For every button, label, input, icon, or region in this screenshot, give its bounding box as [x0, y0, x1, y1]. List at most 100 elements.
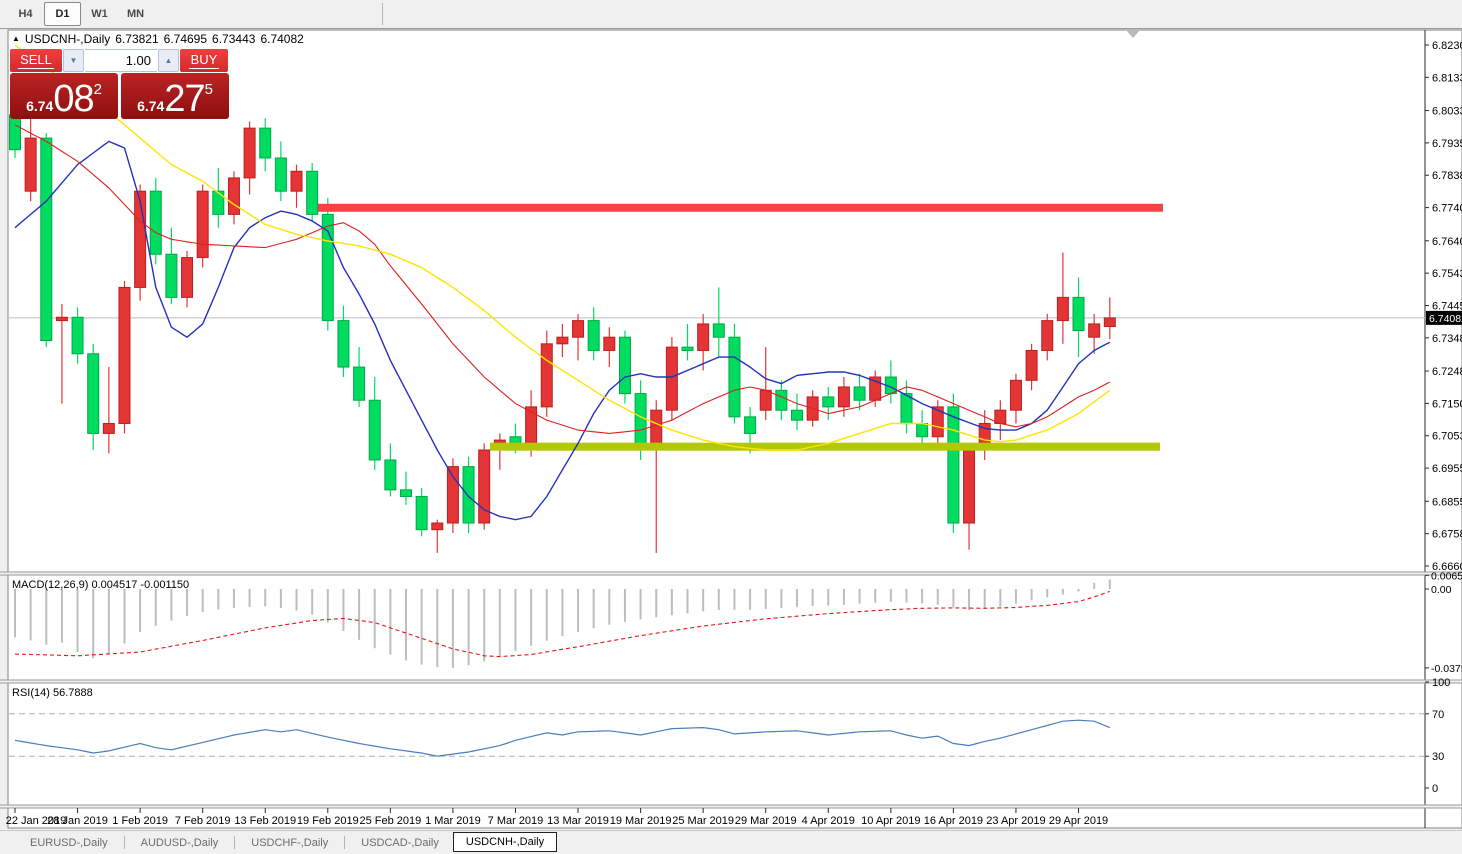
tab-separator: [234, 836, 236, 849]
sell-price-button[interactable]: 6.74 08 2: [10, 73, 118, 119]
svg-text:70: 70: [1432, 709, 1444, 721]
svg-text:1 Feb 2019: 1 Feb 2019: [112, 815, 168, 827]
timeframe-button-w1[interactable]: W1: [91, 8, 108, 20]
svg-text:6.69555: 6.69555: [1432, 463, 1462, 475]
chart-tab-usdchf[interactable]: USDCHF-,Daily: [251, 836, 329, 849]
ohlc-high: 6.74695: [163, 32, 208, 46]
svg-text:6.77405: 6.77405: [1432, 203, 1462, 215]
spin-down-icon: ▼: [69, 56, 78, 65]
chart-background: [8, 30, 1462, 828]
support-line[interactable]: [490, 442, 1160, 451]
current-price-badge: 6.74082: [1426, 310, 1462, 325]
svg-text:6.67580: 6.67580: [1432, 529, 1462, 541]
svg-text:6.80330: 6.80330: [1432, 106, 1462, 118]
scroll-to-end-icon[interactable]: [1126, 30, 1140, 38]
buy-button[interactable]: BUY: [180, 49, 228, 72]
ohlc-open: 6.73821: [115, 32, 159, 46]
collapse-triangle-icon[interactable]: ▲: [12, 33, 20, 43]
svg-text:22 Jan 2019: 22 Jan 2019: [6, 815, 67, 827]
timeframe-button-d1[interactable]: D1: [44, 2, 81, 26]
chart-tab-audusd[interactable]: AUDUSD-,Daily: [140, 836, 219, 849]
buy-price-pip: 5: [204, 81, 213, 98]
timeframe-button-h4[interactable]: H4: [18, 8, 33, 20]
macd-pane[interactable]: [14, 579, 1111, 668]
svg-text:0.00: 0.00: [1431, 584, 1452, 596]
sell-button[interactable]: SELL: [10, 49, 62, 72]
svg-text:6.66605: 6.66605: [1432, 561, 1462, 573]
chart-symbol-period: USDCNH-,Daily: [24, 32, 111, 46]
resistance-line[interactable]: [318, 203, 1163, 212]
pane-divider[interactable]: [0, 680, 1462, 683]
chart-tab-bar: EURUSD-,Daily AUDUSD-,Daily USDCHF-,Daily U…: [0, 830, 1462, 854]
price-pane[interactable]: [9, 44, 1164, 553]
rsi-pane[interactable]: RSI(14) 56.7888: [9, 687, 1425, 757]
chart-canvas[interactable]: 6.82305 6.81330 6.80330 6.79355 6.78380 6.774…: [0, 29, 1462, 830]
one-click-trade-panel: SELL ▼ ▲ BUY 6.74 08 2 6.74 27 5: [10, 49, 229, 119]
macd-label: MACD(12,26,9) 0.004517 -0.001150: [12, 579, 189, 591]
svg-text:6.73480: 6.73480: [1432, 333, 1462, 345]
chart-tab-usdcnh[interactable]: USDCNH-,Daily: [452, 831, 558, 852]
svg-text:25 Mar 2019: 25 Mar 2019: [672, 815, 734, 827]
svg-text:23 Apr 2019: 23 Apr 2019: [986, 815, 1045, 827]
candles-layer: [9, 108, 1116, 553]
chart-tab-eurusd[interactable]: EURUSD-,Daily: [30, 836, 108, 849]
svg-text:7 Mar 2019: 7 Mar 2019: [488, 815, 544, 827]
sell-price-prefix: 6.74: [26, 98, 54, 114]
svg-text:10 Apr 2019: 10 Apr 2019: [861, 815, 920, 827]
chart-title: ▲ USDCNH-,Daily 6.73821 6.74695 6.73443 …: [12, 32, 304, 46]
rsi-line: [14, 719, 1111, 757]
svg-text:13 Feb 2019: 13 Feb 2019: [234, 815, 296, 827]
svg-text:0: 0: [1432, 783, 1438, 795]
chart-window: 6.82305 6.81330 6.80330 6.79355 6.78380 6.774…: [0, 29, 1462, 830]
svg-text:0.006522: 0.006522: [1431, 570, 1462, 582]
volume-decrease-button[interactable]: ▼: [63, 49, 84, 72]
svg-text:29 Apr 2019: 29 Apr 2019: [1049, 815, 1108, 827]
timeframe-toolbar: H4 D1 W1 MN: [0, 0, 1462, 29]
svg-text:6.75430: 6.75430: [1432, 268, 1462, 280]
svg-text:1 Mar 2019: 1 Mar 2019: [425, 815, 481, 827]
svg-text:6.78380: 6.78380: [1432, 170, 1462, 182]
price-axis: 6.82305 6.81330 6.80330 6.79355 6.78380 6.774…: [1425, 40, 1462, 795]
svg-text:6.82305: 6.82305: [1432, 40, 1462, 52]
svg-text:MACD(12,26,9) 0.004517 -0.0011: MACD(12,26,9) 0.004517 -0.001150: [12, 579, 189, 591]
svg-text:19 Mar 2019: 19 Mar 2019: [610, 815, 672, 827]
svg-text:28 Jan 2019: 28 Jan 2019: [47, 815, 108, 827]
ma-mid-red: [14, 124, 1111, 434]
svg-text:6.71505: 6.71505: [1432, 398, 1462, 410]
svg-text:7 Feb 2019: 7 Feb 2019: [175, 815, 231, 827]
buy-price-button[interactable]: 6.74 27 5: [121, 73, 229, 119]
svg-text:25 Feb 2019: 25 Feb 2019: [359, 815, 421, 827]
svg-text:6.76405: 6.76405: [1432, 236, 1462, 248]
ohlc-low: 6.73443: [212, 32, 256, 46]
ma-fast-blue: [14, 140, 1111, 521]
svg-text:100: 100: [1432, 677, 1450, 689]
volume-input[interactable]: [85, 49, 157, 72]
svg-text:6.70530: 6.70530: [1432, 431, 1462, 443]
sell-price-pip: 2: [93, 81, 102, 98]
svg-text:6.74455: 6.74455: [1432, 300, 1462, 312]
svg-text:6.79355: 6.79355: [1432, 138, 1462, 150]
svg-text:30: 30: [1432, 751, 1444, 763]
chart-tab-usdcad[interactable]: USDCAD-,Daily: [361, 836, 439, 849]
ohlc-close: 6.74082: [260, 32, 304, 46]
svg-text:6.72480: 6.72480: [1432, 366, 1462, 378]
pane-divider[interactable]: [0, 805, 1462, 808]
svg-text:6.68555: 6.68555: [1432, 496, 1462, 508]
buy-price-prefix: 6.74: [137, 98, 165, 114]
svg-text:6.74082: 6.74082: [1429, 313, 1462, 325]
volume-increase-button[interactable]: ▲: [158, 49, 179, 72]
buy-price-main: 27: [164, 78, 205, 120]
rsi-label: RSI(14) 56.7888: [12, 687, 93, 699]
svg-text:29 Mar 2019: 29 Mar 2019: [735, 815, 797, 827]
svg-text:19 Feb 2019: 19 Feb 2019: [297, 815, 359, 827]
chart-frame: [7, 29, 1462, 829]
tab-separator: [344, 836, 346, 849]
svg-text:13 Mar 2019: 13 Mar 2019: [547, 815, 609, 827]
svg-text:-0.03757: -0.03757: [1431, 663, 1462, 675]
pane-divider[interactable]: [0, 572, 1462, 575]
toolbar-separator: [382, 3, 383, 25]
sell-price-main: 08: [53, 78, 94, 120]
timeframe-button-mn[interactable]: MN: [126, 8, 145, 20]
svg-text:6.81330: 6.81330: [1432, 72, 1462, 84]
